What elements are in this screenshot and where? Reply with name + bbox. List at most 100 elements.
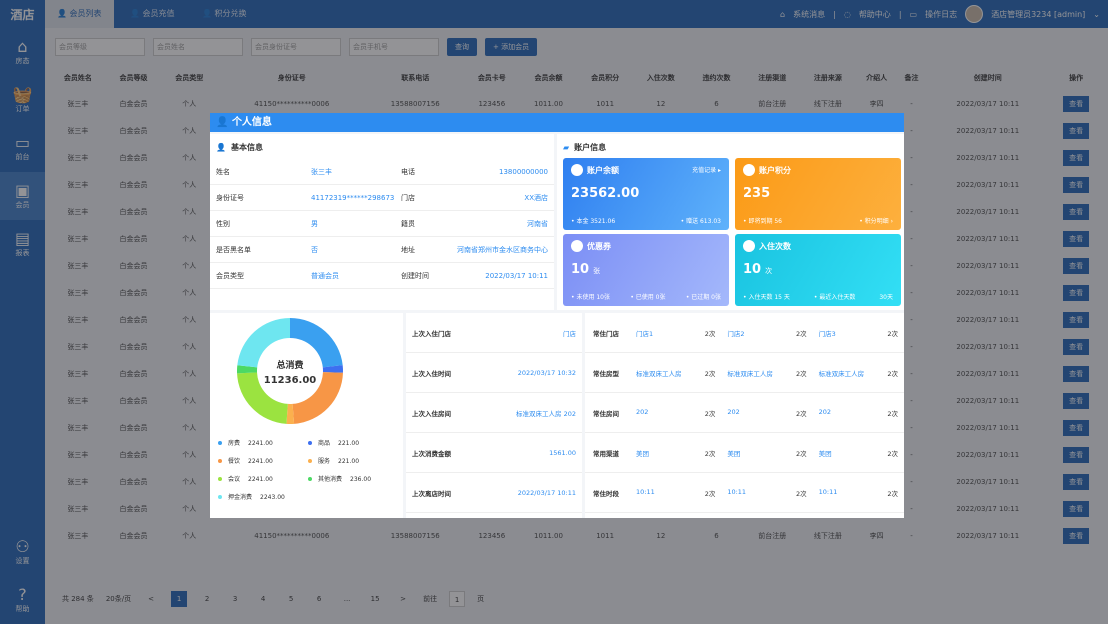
card-stat: • 已过期 0张 <box>685 294 721 301</box>
habit-name: 202 <box>727 407 740 416</box>
legend-dot <box>218 495 222 499</box>
modal-header: 👤 个人信息 <box>210 113 904 132</box>
legend-item: 其他消费 236.00 <box>308 474 398 483</box>
info-row: 姓名 张三丰 电话 13800000000 <box>210 159 554 185</box>
legend-name: 餐饮 <box>228 458 241 465</box>
card-unit: 次 <box>765 267 773 275</box>
habit-count: 2次 <box>796 449 807 458</box>
habits-panel: 常住门店 门店1 2次 门店2 2次 门店3 2次常住房型 标准双床工人房 2次 标准双床工人房 2… <box>585 313 904 518</box>
legend-name: 服务 <box>318 458 331 465</box>
info-value: XX酒店 <box>524 193 548 202</box>
account-card-0[interactable]: 账户余额 充值记录 ▸ 23562.00 • 本金 3521.06 • 赠送 61… <box>563 158 729 230</box>
legend-dot <box>218 459 222 463</box>
donut-slice-商品[interactable] <box>322 365 343 373</box>
card-title: 账户积分 <box>759 165 791 175</box>
habit-count: 2次 <box>704 449 716 458</box>
legend-item: 房费 2241.00 <box>218 438 308 447</box>
habit-row: 常住门店 门店1 2次 门店2 2次 门店3 2次 <box>585 313 904 353</box>
habit-count: 2次 <box>704 409 716 418</box>
card-link[interactable]: 充值记录 ▸ <box>692 167 721 174</box>
info-label: 是否黑名单 <box>216 245 251 254</box>
last-stay-row: 上次离店时间 2022/03/17 10:11 <box>406 473 582 513</box>
account-card-3[interactable]: 入住次数 10 次 • 入住天数 15 天 • 最近入住天数 30天 <box>735 234 901 306</box>
legend-dot <box>218 441 222 445</box>
habit-count: 2次 <box>704 489 716 498</box>
habit-name: 202 <box>818 407 832 416</box>
habit-count: 2次 <box>887 489 898 498</box>
legend-name: 房费 <box>228 440 241 447</box>
habit-name: 美团 <box>818 449 832 458</box>
legend-value: 2241.00 <box>248 458 273 465</box>
info-value: 张三丰 <box>311 167 332 176</box>
info-label: 身份证号 <box>216 193 244 202</box>
legend-name: 押金消费 <box>228 494 253 501</box>
user-icon: 👤 <box>216 117 232 128</box>
info-label: 地址 <box>401 245 415 254</box>
card-stat: • 最近入住天数 <box>813 294 856 301</box>
habit-row: 常用渠道 美团 2次 美团 2次 美团 2次 <box>585 433 904 473</box>
legend-item: 商品 221.00 <box>308 438 398 447</box>
info-value: 男 <box>311 219 318 228</box>
legend-item: 服务 221.00 <box>308 456 398 465</box>
card-stat: • 本金 3521.06 <box>571 218 616 225</box>
legend-value: 221.00 <box>338 458 360 465</box>
habit-count: 2次 <box>704 369 716 378</box>
personal-info-modal: 👤 个人信息 👤 基本信息 姓名 张三丰 电话 13800000000 身份证号 41172… <box>210 113 904 518</box>
card-stat: • 入住天数 15 天 <box>743 294 790 301</box>
row-label: 常用渠道 <box>593 449 619 458</box>
info-label: 电话 <box>401 167 415 176</box>
last-stay-row: 上次入住门店 门店 <box>406 313 582 353</box>
account-card-1[interactable]: 账户积分 235 • 即将到期 56 • 积分明细 › <box>735 158 901 230</box>
last-stay-row: 上次入住时间 2022/03/17 10:32 <box>406 353 582 393</box>
card-icon <box>743 164 755 176</box>
card-value: 235 <box>743 186 771 201</box>
info-value: 41172319******298673 <box>311 193 395 202</box>
legend-value: 236.00 <box>350 476 372 483</box>
legend-value: 2243.00 <box>260 494 285 501</box>
habit-name: 门店3 <box>818 329 836 338</box>
info-value: 否 <box>311 245 318 254</box>
habit-count: 2次 <box>796 409 807 418</box>
card-value: 10 <box>571 262 590 277</box>
legend-dot <box>308 441 312 445</box>
card-icon <box>571 164 583 176</box>
legend-name: 其他消费 <box>318 476 343 483</box>
habit-name: 标准双床工人房 <box>727 369 773 378</box>
legend-value: 2241.00 <box>248 476 273 483</box>
habit-row: 常住时段 10:11 2次 10:11 2次 10:11 2次 <box>585 473 904 513</box>
card-icon <box>571 240 583 252</box>
habit-name: 10:11 <box>818 487 838 496</box>
donut-slice-会议[interactable] <box>237 372 288 424</box>
row-label: 上次消费金额 <box>412 449 451 458</box>
habit-row: 常住房间 202 2次 202 2次 202 2次 <box>585 393 904 433</box>
account-panel: ▰ 账户信息 账户余额 充值记录 ▸ 23562.00 • 本金 3521.06 •… <box>557 134 904 310</box>
user-icon: 👤 <box>216 143 226 152</box>
habit-name: 202 <box>636 407 649 416</box>
row-label: 常住房型 <box>593 369 619 378</box>
donut-slice-押金消费[interactable] <box>237 318 290 368</box>
donut-legend: 房费 2241.00 商品 221.00 餐饮 2241.00 服务 221.00 会议 2241… <box>218 438 398 501</box>
row-label: 上次入住门店 <box>412 329 451 338</box>
habit-name: 标准双床工人房 <box>636 369 682 378</box>
donut-center_label: 总消费 <box>276 359 303 371</box>
donut-slice-其他消费[interactable] <box>237 365 258 374</box>
panel-title: 账户信息 <box>574 143 607 152</box>
account-card-2[interactable]: 优惠券 10 张 • 未使用 10张 • 已使用 0张 • 已过期 0张 <box>563 234 729 306</box>
habit-name: 美团 <box>727 449 741 458</box>
donut-slice-服务[interactable] <box>286 403 295 424</box>
donut-slice-房费[interactable] <box>290 318 343 368</box>
legend-value: 221.00 <box>338 440 360 447</box>
info-row: 是否黑名单 否 地址 河南省郑州市金水区商务中心 <box>210 237 554 263</box>
donut-slice-餐饮[interactable] <box>292 372 343 424</box>
card-unit: 张 <box>593 267 601 275</box>
card-title: 入住次数 <box>759 241 791 251</box>
basic-info-panel: 👤 基本信息 姓名 张三丰 电话 13800000000 身份证号 41172319****… <box>210 134 554 310</box>
info-row: 性别 男 籍贯 河南省 <box>210 211 554 237</box>
habit-count: 2次 <box>887 409 898 418</box>
legend-dot <box>218 477 222 481</box>
card-value: 23562.00 <box>571 186 640 201</box>
card-stat: 30天 <box>879 294 893 301</box>
row-value: 1561.00 <box>549 448 576 457</box>
info-label: 性别 <box>216 219 230 228</box>
row-value: 门店 <box>563 329 576 338</box>
